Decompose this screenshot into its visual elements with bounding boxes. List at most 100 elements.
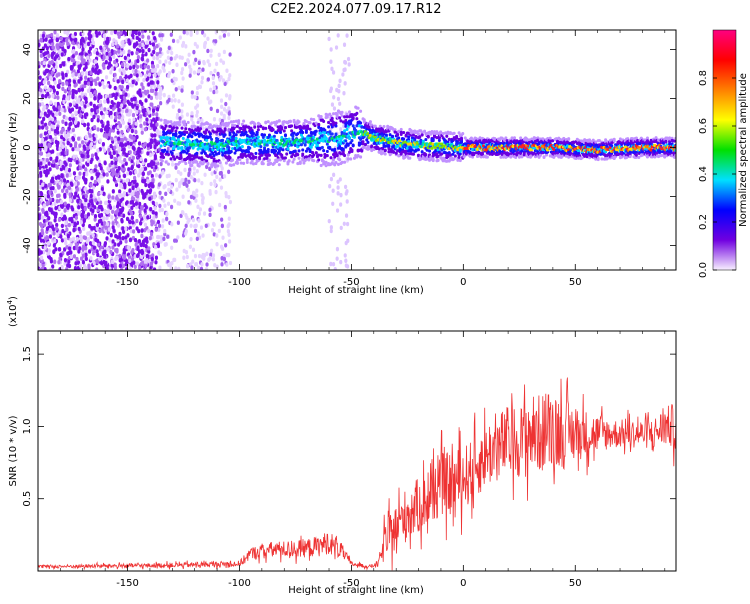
noise-speck (154, 244, 158, 250)
noise-speck (197, 211, 201, 216)
noise-speck (125, 108, 129, 113)
noise-speck (51, 117, 55, 122)
noise-speck (212, 85, 216, 91)
noise-speck (161, 65, 165, 70)
noise-speck (141, 34, 145, 39)
ridge-speck (169, 120, 173, 124)
noise-speck (105, 210, 110, 215)
ridge-speck (291, 152, 295, 157)
ridge-speck (176, 138, 180, 142)
noise-speck (64, 240, 68, 246)
noise-speck (84, 186, 88, 192)
noise-speck (329, 228, 333, 234)
noise-speck (39, 173, 43, 178)
noise-speck (53, 56, 57, 62)
noise-speck (54, 139, 58, 145)
noise-speck (216, 71, 220, 77)
ridge-speck (178, 120, 182, 124)
ridge-speck (351, 143, 355, 147)
noise-speck (110, 30, 114, 36)
noise-speck (63, 261, 67, 266)
ridge-speck (324, 164, 328, 168)
ridge-speck (344, 118, 348, 123)
noise-speck (86, 145, 90, 151)
noise-speck (213, 68, 217, 74)
ridge-speck (288, 119, 292, 123)
noise-speck (57, 50, 61, 55)
ridge-speck (387, 150, 391, 154)
noise-speck (181, 194, 185, 199)
noise-speck (128, 156, 132, 162)
noise-speck (145, 236, 149, 241)
noise-speck (69, 254, 73, 260)
noise-speck (155, 51, 159, 57)
noise-speck (188, 73, 192, 78)
noise-speck (178, 55, 182, 60)
noise-speck (119, 240, 123, 245)
ridge-speck (317, 122, 321, 127)
ridge-speck (279, 146, 283, 150)
noise-speck (159, 37, 164, 42)
noise-speck (53, 30, 57, 35)
ridge-speck (190, 163, 194, 168)
noise-speck (132, 260, 136, 265)
ridge-speck (200, 151, 204, 155)
noise-speck (71, 54, 75, 59)
noise-speck (185, 254, 189, 260)
ridge-speck (170, 129, 174, 133)
noise-speck (60, 107, 64, 112)
noise-speck (173, 98, 177, 103)
ridge-speck (359, 137, 363, 141)
noise-speck (328, 184, 332, 189)
noise-speck (175, 115, 179, 120)
noise-speck (130, 250, 134, 255)
noise-speck (49, 100, 53, 105)
ridge-speck (207, 125, 211, 129)
noise-speck (189, 194, 194, 200)
ridge-speck (194, 132, 198, 137)
ridge-speck (215, 130, 219, 134)
noise-speck (104, 264, 109, 270)
ridge-speck (350, 149, 354, 153)
noise-speck (155, 95, 159, 100)
noise-speck (66, 41, 70, 47)
noise-speck (128, 65, 132, 70)
noise-speck (68, 109, 73, 114)
noise-speck (75, 236, 79, 242)
noise-speck (222, 174, 227, 179)
noise-speck (59, 199, 64, 205)
noise-speck (124, 239, 128, 244)
noise-speck (111, 172, 115, 177)
noise-speck (88, 128, 92, 134)
noise-speck (140, 42, 145, 48)
noise-speck (55, 73, 59, 78)
noise-speck (225, 262, 229, 267)
noise-speck (124, 92, 128, 97)
noise-speck (145, 77, 149, 82)
ridge-speck (267, 158, 271, 162)
ridge-speck (237, 119, 241, 123)
noise-speck (48, 190, 52, 195)
noise-speck (48, 116, 52, 122)
noise-speck (96, 252, 100, 258)
noise-speck (61, 164, 65, 170)
noise-speck (69, 66, 74, 71)
ridge-speck (183, 130, 187, 134)
noise-speck (177, 85, 181, 91)
noise-speck (52, 88, 56, 93)
noise-speck (193, 224, 197, 229)
noise-speck (47, 53, 51, 59)
noise-speck (80, 92, 84, 97)
noise-speck (110, 215, 114, 220)
noise-speck (96, 76, 100, 81)
ridge-speck (312, 159, 316, 163)
ridge-speck (352, 135, 356, 139)
noise-speck (137, 149, 142, 154)
noise-speck (149, 88, 154, 93)
noise-speck (105, 55, 109, 60)
ridge-core (185, 143, 189, 147)
noise-speck (45, 226, 49, 231)
ridge-speck (165, 138, 169, 142)
noise-speck (51, 227, 56, 232)
noise-speck (120, 103, 124, 108)
